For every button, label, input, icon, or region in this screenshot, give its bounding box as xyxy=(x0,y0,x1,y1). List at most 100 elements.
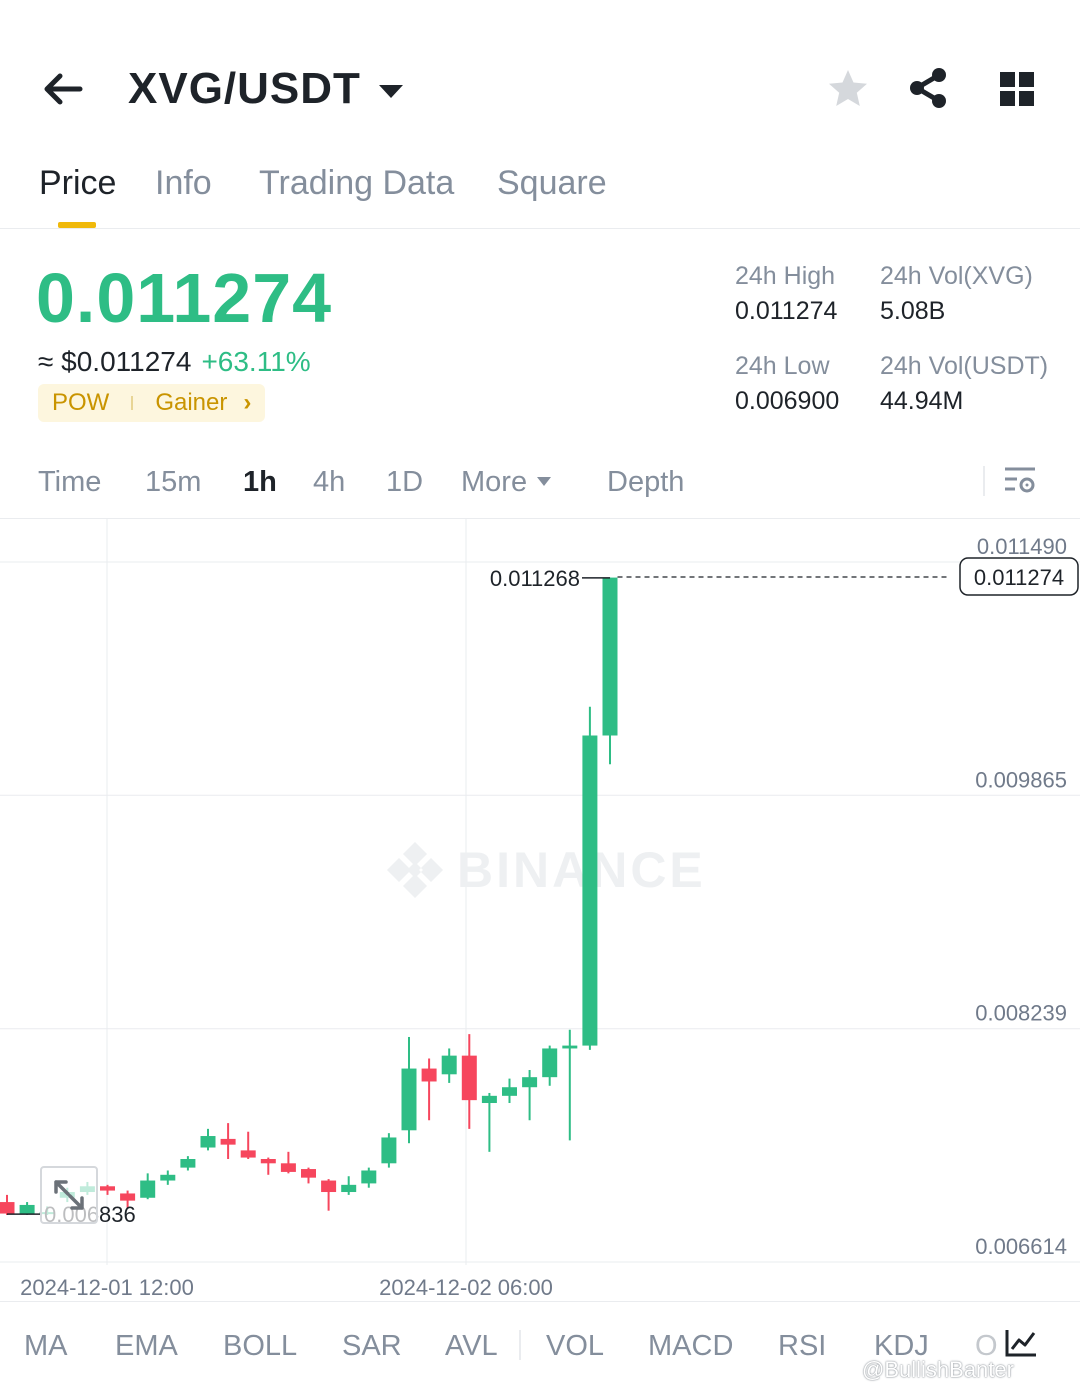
last-price-box xyxy=(959,557,1079,596)
divider xyxy=(0,1301,1080,1302)
candle-body xyxy=(441,1055,457,1075)
candle-body xyxy=(502,1087,517,1096)
tab-square[interactable]: Square xyxy=(497,164,607,202)
candle-body xyxy=(401,1068,417,1131)
star-icon[interactable] xyxy=(826,68,870,110)
max-marker-label: 0.011268 xyxy=(490,566,580,591)
candle-body xyxy=(100,1186,115,1191)
time-tick-label: 2024-12-01 12:00 xyxy=(20,1275,194,1300)
tab-info[interactable]: Info xyxy=(155,164,212,202)
interval-more[interactable]: More xyxy=(461,466,552,499)
vol-quote-label: 24h Vol(USDT) xyxy=(880,352,1049,380)
candle-body xyxy=(381,1137,397,1164)
indicator-boll[interactable]: BOLL xyxy=(223,1330,298,1362)
candle-body xyxy=(421,1068,437,1082)
fiat-price: ≈ $0.011274 xyxy=(38,346,192,377)
last-price-label: 0.011274 xyxy=(974,565,1064,590)
indicator-macd[interactable]: MACD xyxy=(648,1330,734,1362)
tab-price[interactable]: Price xyxy=(39,164,117,202)
candle-body xyxy=(461,1055,477,1101)
indicator-chart-icon[interactable] xyxy=(1004,1328,1038,1358)
tag-separator xyxy=(131,396,134,410)
divider xyxy=(0,518,1080,519)
price-tick-label: 0.009865 xyxy=(975,767,1067,792)
chart-grid xyxy=(0,519,1080,1265)
indicator-vol[interactable]: VOL xyxy=(546,1330,605,1362)
candle-body xyxy=(301,1169,316,1178)
candle-body xyxy=(602,577,618,736)
candle-body xyxy=(220,1138,236,1145)
interval-4h[interactable]: 4h xyxy=(313,466,346,498)
indicator-ema[interactable]: EMA xyxy=(115,1330,178,1362)
candle-body xyxy=(341,1184,357,1193)
price-change-percent: +63.11% xyxy=(201,346,311,377)
tag-bar[interactable]: POW Gainer › xyxy=(38,384,266,422)
indicator-sar[interactable]: SAR xyxy=(342,1330,402,1362)
candle-body xyxy=(280,1163,296,1172)
price-axis: 0.011490 0.009865 0.008239 0.006614 xyxy=(975,534,1067,1259)
price-tick-label: 0.008239 xyxy=(975,1001,1067,1026)
candle-body xyxy=(321,1180,337,1193)
tab-trading-data[interactable]: Trading Data xyxy=(259,164,455,202)
candle-body xyxy=(522,1077,538,1088)
vol-base-label: 24h Vol(XVG) xyxy=(880,262,1033,290)
candle-body xyxy=(542,1048,558,1078)
interval-1h[interactable]: 1h xyxy=(243,466,277,498)
interval-1d[interactable]: 1D xyxy=(386,466,424,498)
interval-more-label: More xyxy=(461,466,528,498)
candle-body xyxy=(160,1174,176,1181)
chart-settings-icon[interactable] xyxy=(1002,464,1038,498)
high-value: 0.011274 xyxy=(735,297,838,325)
last-price: 0.011274 xyxy=(36,259,333,337)
tab-active-indicator xyxy=(58,222,96,228)
vol-base-value: 5.08B xyxy=(880,297,946,325)
divider xyxy=(519,1330,521,1360)
grid-icon[interactable] xyxy=(998,70,1036,108)
candle-body xyxy=(180,1159,196,1168)
interval-depth[interactable]: Depth xyxy=(607,466,685,498)
candle-body xyxy=(260,1159,276,1164)
candle-body xyxy=(361,1170,377,1184)
indicator-kdj[interactable]: KDJ xyxy=(874,1330,929,1362)
interval-time[interactable]: Time xyxy=(38,466,102,498)
candle-body xyxy=(0,1202,15,1214)
divider xyxy=(0,228,1080,229)
expand-chart-icon[interactable] xyxy=(40,1166,98,1224)
tag-gainer[interactable]: Gainer xyxy=(155,389,228,416)
candle-body xyxy=(140,1180,156,1198)
indicator-avl[interactable]: AVL xyxy=(445,1330,498,1362)
symbol-selector[interactable]: XVG/USDT xyxy=(128,64,403,114)
pair-name: XVG/USDT xyxy=(128,64,361,113)
share-icon[interactable] xyxy=(906,66,950,110)
candle-body xyxy=(481,1095,497,1104)
interval-15m[interactable]: 15m xyxy=(145,466,202,498)
user-watermark: @BullishBanter xyxy=(862,1357,1014,1382)
candle-body xyxy=(19,1204,35,1214)
chevron-right-icon: › xyxy=(243,389,252,416)
watermark-text: BINANCE xyxy=(457,842,706,898)
indicator-ma[interactable]: MA xyxy=(24,1330,68,1362)
indicator-more[interactable]: O xyxy=(975,1330,998,1362)
indicator-rsi[interactable]: RSI xyxy=(778,1330,827,1362)
time-tick-label: 2024-12-02 06:00 xyxy=(379,1275,553,1300)
candle-body xyxy=(200,1136,216,1148)
watermark-logo: BINANCE xyxy=(387,842,706,898)
candle-body xyxy=(582,735,598,1046)
price-tick-label: 0.011490 xyxy=(977,534,1067,559)
price-tick-label: 0.006614 xyxy=(975,1234,1067,1259)
fiat-price-line: ≈ $0.011274 +63.11% xyxy=(38,346,311,378)
tag-pow[interactable]: POW xyxy=(52,389,110,416)
caret-down-icon xyxy=(537,476,552,486)
back-arrow-icon[interactable] xyxy=(40,66,86,112)
high-label: 24h High xyxy=(735,262,836,290)
candlestick-chart[interactable]: BINANCE 0.011490 0.009865 0.008239 0.006614… xyxy=(0,519,1080,1301)
vol-quote-value: 44.94M xyxy=(880,387,964,415)
low-label: 24h Low xyxy=(735,352,830,380)
divider xyxy=(983,466,985,496)
candle-body xyxy=(562,1045,578,1049)
candle-body xyxy=(240,1150,256,1158)
candles xyxy=(0,577,618,1215)
time-axis: 2024-12-01 12:00 2024-12-02 06:00 xyxy=(20,1275,553,1300)
candle-body xyxy=(120,1193,136,1201)
